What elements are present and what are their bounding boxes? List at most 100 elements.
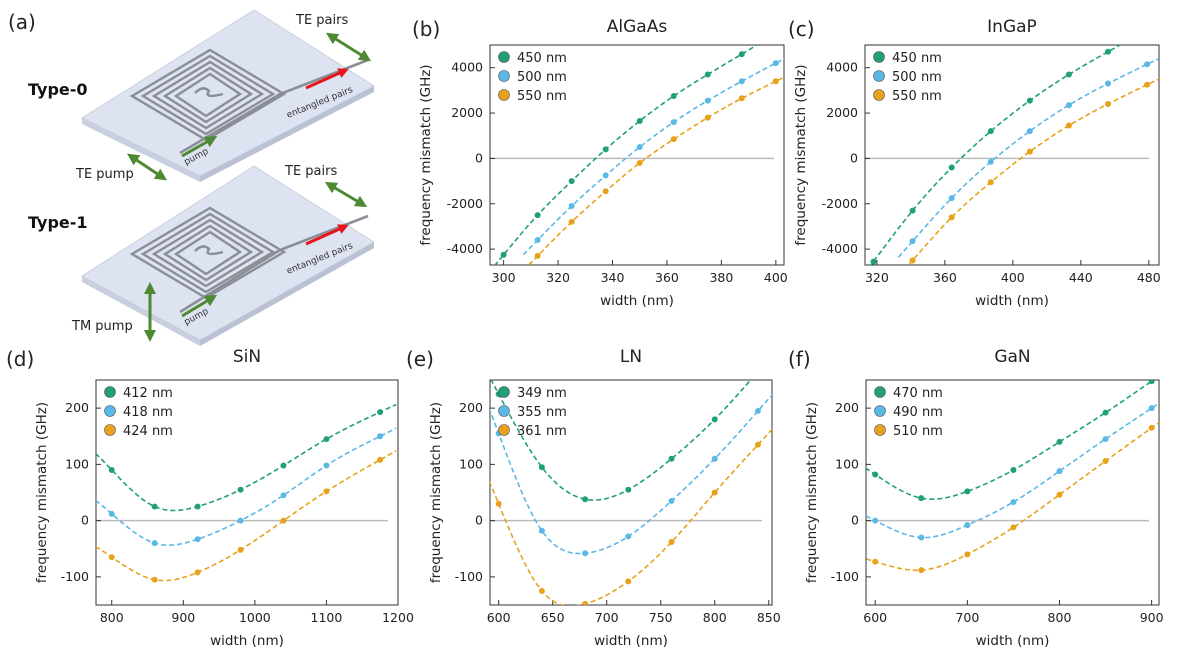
- series-550-nm: [907, 78, 1159, 265]
- data-point: [194, 503, 201, 510]
- data-point: [377, 409, 384, 416]
- data-point: [704, 97, 711, 104]
- legend-marker: [873, 89, 885, 101]
- data-point: [534, 252, 541, 259]
- chart-title: GaN: [994, 347, 1030, 367]
- legend-marker: [498, 51, 510, 63]
- y-tick-label: 0: [475, 513, 483, 528]
- data-point: [755, 369, 761, 375]
- fit-curve: [494, 45, 757, 265]
- data-point: [1010, 467, 1017, 473]
- series-424-nm: [96, 450, 397, 583]
- te-pairs-polarization-icon: [325, 32, 372, 62]
- chart-title: LN: [620, 347, 642, 367]
- chart-title: AlGaAs: [607, 17, 668, 37]
- series-500-nm: [897, 57, 1159, 258]
- chip-type0: pump entangled pairs: [81, 9, 375, 182]
- data-point: [1056, 468, 1063, 475]
- data-point: [636, 144, 643, 151]
- y-tick-label: -4000: [447, 241, 483, 256]
- data-point: [704, 71, 711, 78]
- plot-frame: [864, 44, 1160, 266]
- x-tick-label: 1100: [311, 610, 343, 625]
- legend-marker: [873, 70, 885, 82]
- y-tick-label: 2000: [451, 105, 483, 120]
- legend-marker: [498, 386, 510, 398]
- data-point: [582, 496, 589, 503]
- data-point: [237, 546, 244, 553]
- data-point: [1105, 80, 1112, 87]
- legend-marker: [874, 405, 886, 417]
- y-tick-label: -4000: [822, 241, 858, 256]
- panel-label: (c): [788, 17, 815, 41]
- data-point: [1010, 499, 1017, 506]
- x-tick-label: 600: [487, 610, 511, 625]
- data-point: [738, 51, 745, 58]
- chart-title: SiN: [233, 347, 261, 367]
- x-tick-label: 750: [649, 610, 673, 625]
- y-tick-label: -100: [61, 569, 89, 584]
- legend-label: 450 nm: [517, 51, 567, 66]
- data-point: [872, 471, 879, 478]
- y-tick-label: 100: [65, 456, 89, 471]
- x-tick-label: 700: [955, 610, 979, 625]
- legend-label: 349 nm: [517, 386, 567, 401]
- y-tick-label: 0: [851, 513, 859, 528]
- plot-frame: [95, 379, 399, 606]
- legend-label: 500 nm: [892, 70, 942, 85]
- data-point: [870, 258, 877, 265]
- x-axis-label: width (nm): [975, 293, 1049, 309]
- series-450-nm: [494, 45, 757, 265]
- y-tick-label: -2000: [822, 196, 858, 211]
- fit-curve: [527, 76, 784, 265]
- legend-label: 355 nm: [517, 405, 567, 420]
- data-point: [909, 257, 916, 264]
- x-axis-label: width (nm): [600, 293, 674, 309]
- data-point: [323, 488, 330, 495]
- data-point: [1148, 380, 1155, 385]
- data-point: [377, 456, 384, 463]
- legend-label: 500 nm: [517, 70, 567, 85]
- te-pump-label: TE pump: [75, 167, 134, 182]
- data-point: [625, 533, 632, 540]
- y-tick-label: 0: [850, 150, 858, 165]
- data-point: [1065, 122, 1072, 129]
- data-point: [377, 433, 384, 440]
- x-tick-label: 1000: [239, 610, 271, 625]
- data-point: [194, 536, 201, 543]
- x-tick-label: 600: [863, 610, 887, 625]
- plot-frame: [489, 379, 773, 606]
- data-point: [872, 558, 879, 565]
- data-point: [636, 117, 643, 124]
- chart-sin: (d) SiN 800 900 1000 1100 1200 -100 0 100 200 width…: [6, 347, 414, 649]
- legend-marker: [498, 70, 510, 82]
- x-tick-label: 400: [1001, 270, 1025, 285]
- x-tick-label: 800: [703, 610, 727, 625]
- chart-ingap: (c) InGaP 320 360 400 440 480 -4000 -2000 0 2000 40…: [788, 17, 1161, 309]
- chart-algaas: (b) AlGaAs 300 320 340 360 380 400 -4000 -2000 0 20…: [412, 17, 788, 309]
- data-point: [738, 95, 745, 102]
- data-point: [323, 436, 330, 443]
- legend-label: 510 nm: [893, 424, 943, 439]
- data-point: [582, 550, 589, 557]
- data-point: [602, 188, 609, 195]
- data-point: [964, 551, 971, 558]
- data-point: [668, 497, 675, 504]
- data-point: [323, 462, 330, 469]
- data-point: [754, 441, 761, 448]
- x-tick-label: 900: [171, 610, 195, 625]
- x-tick-label: 650: [541, 610, 565, 625]
- data-point: [987, 179, 994, 186]
- data-point: [918, 534, 925, 541]
- data-point: [538, 587, 545, 594]
- x-tick-label: 400: [764, 270, 788, 285]
- data-point: [538, 464, 545, 471]
- x-tick-label: 480: [1137, 270, 1161, 285]
- legend-marker: [104, 405, 116, 417]
- y-tick-label: 4000: [451, 60, 483, 75]
- fit-curve: [96, 403, 397, 512]
- y-tick-label: 100: [459, 456, 483, 471]
- y-axis-label: frequency mismatch (GHz): [428, 402, 444, 583]
- spiral-waveguide: [129, 206, 287, 300]
